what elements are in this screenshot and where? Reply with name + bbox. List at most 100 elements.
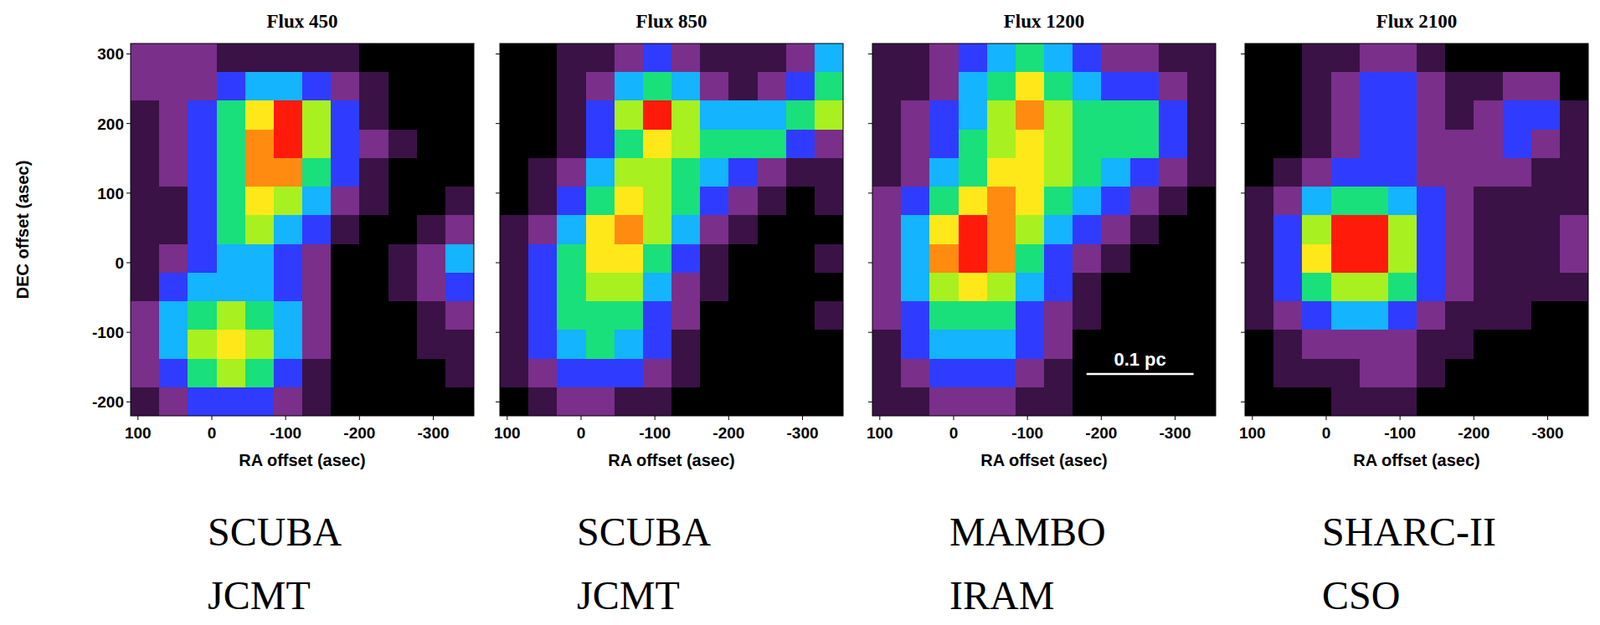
cell bbox=[1015, 329, 1045, 360]
cell bbox=[1130, 272, 1160, 303]
cell bbox=[987, 100, 1017, 130]
cell bbox=[614, 186, 644, 217]
cell bbox=[359, 387, 389, 417]
cell bbox=[1044, 301, 1074, 331]
cell bbox=[1072, 43, 1102, 73]
cell bbox=[1158, 158, 1189, 188]
cell bbox=[1416, 72, 1446, 102]
cell bbox=[1388, 359, 1418, 389]
cell bbox=[388, 215, 418, 245]
cell bbox=[1015, 244, 1045, 274]
cell bbox=[1301, 329, 1332, 360]
cell bbox=[1388, 301, 1418, 331]
cell bbox=[330, 244, 361, 274]
cell bbox=[528, 215, 558, 245]
cell bbox=[1416, 129, 1446, 160]
cell bbox=[1245, 158, 1275, 188]
cell bbox=[728, 387, 758, 417]
cell bbox=[416, 158, 447, 188]
x-tick-label: 0 bbox=[1322, 424, 1332, 443]
cell bbox=[1245, 272, 1275, 303]
cell bbox=[1015, 186, 1045, 217]
cell bbox=[499, 359, 530, 389]
cell bbox=[786, 186, 816, 217]
cell bbox=[958, 359, 988, 389]
cell bbox=[643, 359, 673, 389]
cell bbox=[614, 387, 644, 417]
cell bbox=[1158, 244, 1189, 274]
cell bbox=[1473, 215, 1503, 245]
cell bbox=[586, 329, 616, 360]
cell bbox=[900, 329, 931, 360]
cell bbox=[1388, 329, 1418, 360]
cell bbox=[216, 301, 247, 331]
cell bbox=[929, 129, 959, 160]
instrument-label: MAMBO bbox=[949, 509, 1107, 555]
cell bbox=[556, 387, 587, 417]
cell bbox=[273, 301, 304, 331]
cell bbox=[1445, 100, 1475, 130]
cell bbox=[643, 329, 673, 360]
cell bbox=[1158, 100, 1189, 130]
cell bbox=[900, 100, 931, 130]
cell bbox=[1187, 329, 1216, 360]
cell bbox=[987, 129, 1017, 160]
cell bbox=[929, 244, 959, 274]
cell bbox=[359, 186, 389, 217]
y-tick-label: -100 bbox=[92, 324, 124, 342]
cell bbox=[872, 186, 902, 217]
cell bbox=[814, 43, 844, 73]
x-tick-label: -200 bbox=[343, 424, 376, 443]
cell bbox=[556, 100, 587, 130]
cell bbox=[1531, 72, 1561, 102]
cell bbox=[728, 186, 758, 217]
cell bbox=[1015, 272, 1045, 303]
cell bbox=[1502, 272, 1533, 303]
cell bbox=[216, 272, 247, 303]
cell bbox=[187, 387, 217, 417]
cell bbox=[671, 129, 701, 160]
cell bbox=[273, 186, 304, 217]
cell bbox=[1531, 301, 1561, 331]
cell bbox=[445, 329, 474, 360]
cell bbox=[1416, 215, 1446, 245]
cell bbox=[1015, 43, 1045, 73]
cell bbox=[1559, 43, 1589, 73]
cell bbox=[556, 329, 587, 360]
y-tick bbox=[868, 332, 873, 334]
cell bbox=[273, 329, 304, 360]
cell bbox=[1416, 158, 1446, 188]
cell bbox=[1331, 244, 1361, 274]
cell bbox=[1158, 186, 1189, 217]
cell bbox=[1559, 100, 1589, 130]
cell bbox=[786, 387, 816, 417]
cell bbox=[416, 301, 447, 331]
cell bbox=[528, 72, 558, 102]
cell bbox=[1331, 43, 1361, 73]
cell bbox=[958, 158, 988, 188]
cell bbox=[1359, 100, 1390, 130]
cell bbox=[1072, 387, 1102, 417]
instrument-label: SCUBA bbox=[207, 509, 342, 555]
cell bbox=[757, 43, 788, 73]
cell bbox=[1559, 158, 1589, 188]
cell bbox=[1331, 100, 1361, 130]
cell bbox=[1245, 215, 1275, 245]
cell bbox=[1502, 215, 1533, 245]
cell bbox=[1245, 72, 1275, 102]
cell bbox=[1331, 158, 1361, 188]
cell bbox=[699, 100, 730, 130]
cell bbox=[1359, 186, 1390, 217]
cell bbox=[1331, 329, 1361, 360]
cell bbox=[586, 100, 616, 130]
instrument-label: SHARC-II bbox=[1322, 509, 1497, 555]
cell bbox=[1331, 387, 1361, 417]
cell bbox=[416, 359, 447, 389]
cell bbox=[699, 329, 730, 360]
cell bbox=[1359, 72, 1390, 102]
cell bbox=[302, 129, 332, 160]
cell bbox=[958, 272, 988, 303]
cell bbox=[1388, 72, 1418, 102]
x-axis-title: RA offset (asec) bbox=[1353, 451, 1481, 470]
cell bbox=[643, 100, 673, 130]
